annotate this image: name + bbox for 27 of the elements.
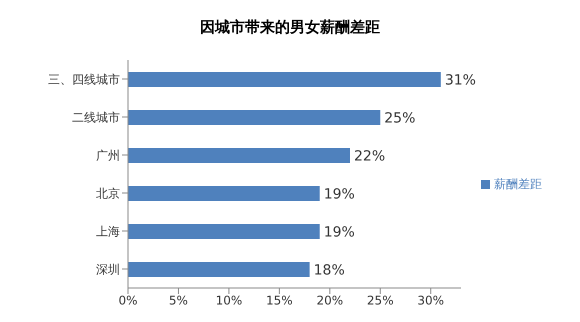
x-tick-label: 5% (168, 294, 188, 308)
bar (128, 110, 380, 125)
legend-label: 薪酬差距 (494, 176, 542, 190)
bar (128, 224, 320, 239)
y-tick-label: 深圳 (96, 262, 120, 276)
data-label: 18% (314, 262, 345, 278)
data-label: 31% (444, 72, 476, 88)
x-tick-label: 0% (118, 294, 138, 308)
y-tick-label: 三、四线城市 (48, 72, 120, 86)
data-label: 22% (354, 148, 386, 164)
x-tick-label: 10% (216, 294, 242, 308)
data-label: 19% (324, 224, 355, 240)
data-label: 25% (384, 110, 416, 126)
chart-title: 因城市带来的男女薪酬差距 (199, 17, 381, 38)
x-tick-label: 20% (316, 294, 344, 308)
bar (128, 262, 310, 277)
x-tick-label: 30% (417, 294, 444, 308)
y-tick-label: 二线城市 (72, 110, 120, 124)
y-tick-label: 北京 (96, 186, 120, 200)
bar (128, 186, 320, 201)
y-tick-label: 上海 (96, 224, 120, 238)
x-tick-label: 25% (366, 294, 394, 308)
x-tick-label: 15% (266, 294, 293, 308)
data-label: 19% (324, 186, 355, 202)
y-tick-label: 广州 (96, 148, 120, 162)
bar (128, 72, 441, 87)
bar (128, 148, 350, 163)
